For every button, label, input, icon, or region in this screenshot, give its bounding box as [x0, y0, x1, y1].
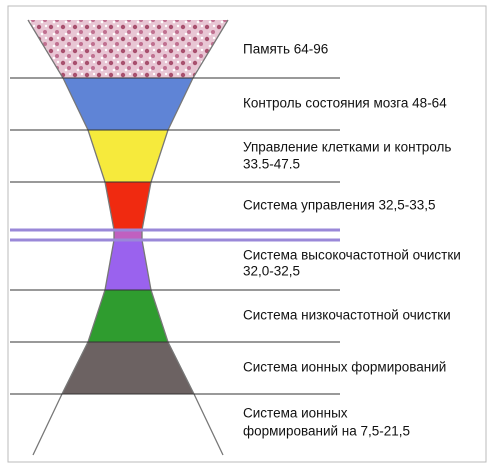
level-label: Система ионных	[243, 406, 348, 421]
level-label: Управление клетками и контроль	[243, 140, 451, 155]
level-label: Система низкочастотной очистки	[243, 308, 451, 323]
level-label: 33.5-47.5	[243, 157, 300, 172]
diagram: Память 64-96 Контроль состояния мозга 48-…	[0, 0, 489, 464]
level-label: Система управления 32,5-33,5	[243, 198, 436, 213]
level-label: Контроль состояния мозга 48-64	[243, 96, 447, 111]
level-label: Система высокочастотной очистки	[243, 248, 461, 263]
level-label: Система ионных формирований	[243, 360, 446, 375]
level-label: Память 64-96	[243, 42, 328, 57]
level-label: формирований на 7,5-21,5	[243, 424, 410, 439]
level-label: 32,0-32,5	[243, 264, 300, 279]
